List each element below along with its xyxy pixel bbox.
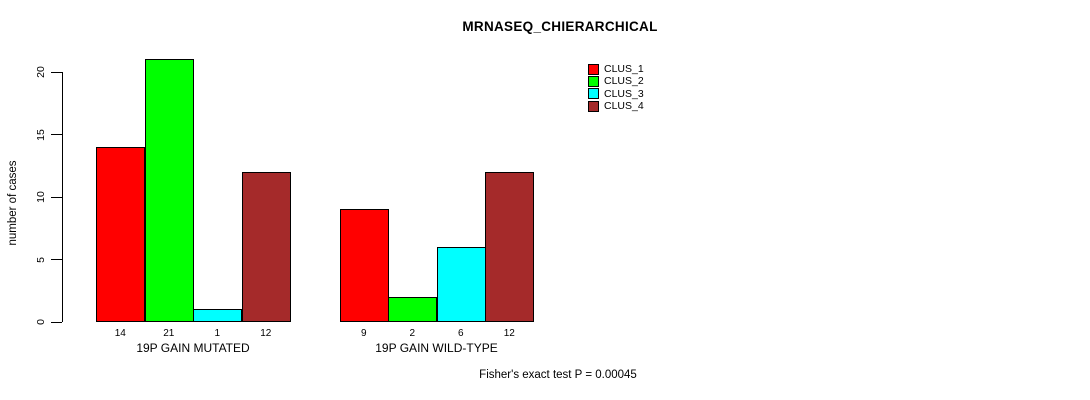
y-tick-label: 10: [35, 191, 47, 203]
y-tick-mark: [51, 321, 62, 323]
bar-value-label: 12: [260, 328, 272, 339]
bar-value-label: 14: [114, 328, 126, 339]
group-label: 19P GAIN MUTATED: [136, 341, 250, 355]
chart-title: MRNASEQ_CHIERARCHICAL: [462, 19, 658, 34]
legend-swatch-icon: [588, 75, 599, 87]
y-tick-label: 15: [35, 128, 47, 141]
y-tick-mark: [51, 134, 62, 135]
legend-swatch-icon: [588, 63, 599, 75]
bar-clus_2-group1: [144, 59, 194, 322]
y-axis-title: number of cases: [7, 160, 19, 246]
bar-clus_3-group1: [193, 309, 242, 322]
y-tick-label: 0: [35, 319, 47, 325]
bar-clus_1-group1: [96, 147, 145, 322]
bar-value-label: 9: [360, 328, 367, 339]
y-tick-mark: [51, 71, 62, 73]
y-tick-mark: [51, 259, 62, 260]
legend-label: CLUS_4: [604, 100, 644, 113]
bar-clus_1-group2: [339, 209, 389, 322]
legend-swatch-icon: [588, 100, 599, 112]
y-tick-label: 5: [35, 256, 47, 263]
legend-row-clus_2: CLUS_2: [588, 75, 644, 87]
bar-value-label: 2: [409, 328, 416, 339]
footnote-fisher-test: Fisher's exact test P = 0.00045: [479, 369, 637, 381]
legend: CLUS_1 CLUS_2 CLUS_3 CLUS_4: [588, 63, 644, 112]
bar-value-label: 12: [503, 328, 515, 339]
bar-value-label: 6: [457, 328, 464, 339]
legend-row-clus_3: CLUS_3: [588, 88, 644, 100]
bar-clus_4-group1: [241, 172, 291, 322]
bar-value-label: 1: [214, 328, 221, 339]
bar-clus_3-group2: [436, 247, 486, 322]
y-axis-line: [62, 72, 63, 322]
legend-row-clus_1: CLUS_1: [588, 63, 644, 75]
bar-value-label: 21: [163, 328, 175, 339]
bar-clus_2-group2: [388, 297, 437, 322]
legend-label: CLUS_3: [604, 87, 644, 100]
group-label: 19P GAIN WILD-TYPE: [375, 341, 498, 355]
bar-clus_4-group2: [485, 172, 534, 322]
legend-label: CLUS_2: [604, 75, 644, 88]
legend-label: CLUS_1: [604, 63, 644, 76]
legend-swatch-icon: [588, 88, 599, 100]
y-tick-label: 20: [35, 66, 47, 78]
y-tick-mark: [51, 196, 62, 198]
legend-row-clus_4: CLUS_4: [588, 100, 644, 112]
